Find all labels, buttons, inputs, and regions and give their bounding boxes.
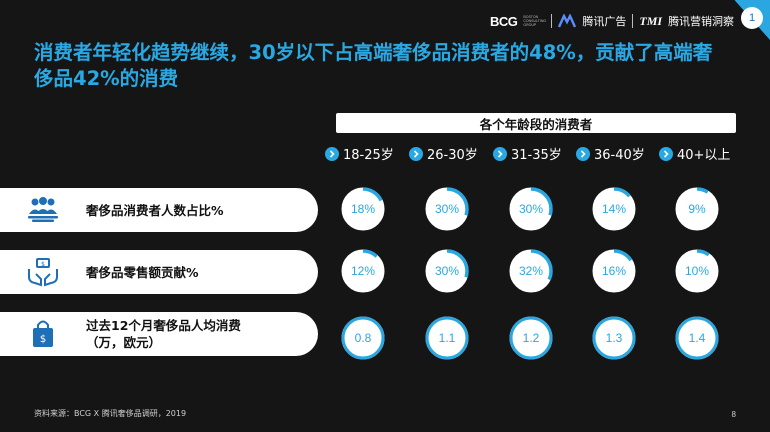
brand-bar: BCG BOSTON CONSULTING GROUP 腾讯广告 TMI 腾讯营… <box>490 10 734 32</box>
ring-value-label: 30% <box>434 202 460 216</box>
bcg-logo-subtext: BOSTON CONSULTING GROUP <box>523 15 547 27</box>
ring-value-label: 30% <box>434 264 460 278</box>
ring-arc <box>592 249 636 293</box>
tmi-logo: TMI <box>639 13 663 28</box>
row-label-text: 奢侈品零售额贡献% <box>86 264 199 280</box>
age-header: 40+以上 <box>659 144 730 163</box>
ring-value-label: 1.2 <box>522 331 540 345</box>
row-label-text: 奢侈品消费者人数占比% <box>86 202 224 218</box>
value-ring: 10% <box>673 247 721 295</box>
ring-arc <box>675 249 719 293</box>
shopping-bag-icon: $ <box>0 312 86 356</box>
tmi-label: 腾讯营销洞察 <box>668 15 735 28</box>
ring-value-label: 12% <box>350 264 376 278</box>
ring-arc <box>675 316 719 360</box>
chevron-right-icon <box>325 146 339 161</box>
value-ring: 1.1 <box>423 314 471 362</box>
value-ring: 18% <box>339 185 387 233</box>
page-badge: 1 <box>741 7 763 29</box>
svg-text:$: $ <box>41 261 45 268</box>
ring-value-label: 1.4 <box>688 331 706 345</box>
ring-arc <box>341 187 385 231</box>
ring-value-label: 30% <box>518 202 544 216</box>
page-number: 8 <box>731 410 736 419</box>
value-ring: 0.8 <box>339 314 387 362</box>
chevron-right-icon <box>493 146 507 161</box>
ring-arc <box>425 316 469 360</box>
ring-value-label: 1.3 <box>605 331 623 345</box>
ring-arc <box>509 316 553 360</box>
source-note: 资料来源：BCG X 腾讯奢侈品调研，2019 <box>34 409 187 418</box>
age-header: 26-30岁 <box>409 144 478 163</box>
ring-value-label: 1.1 <box>438 331 456 345</box>
age-label: 31-35岁 <box>511 148 562 163</box>
ring-value-label: 16% <box>601 264 627 278</box>
svg-text:$: $ <box>40 334 46 345</box>
value-ring: 9% <box>673 185 721 233</box>
age-label: 18-25岁 <box>343 148 394 163</box>
ring-value-label: 14% <box>601 202 627 216</box>
chevron-right-icon <box>659 146 673 161</box>
value-ring: 30% <box>507 185 555 233</box>
age-header: 36-40岁 <box>576 144 645 163</box>
value-ring: 1.4 <box>673 314 721 362</box>
page-title: 消费者年轻化趋势继续，30岁以下占高端奢侈品消费者的48%，贡献了高端奢侈品42… <box>34 41 713 90</box>
people-group-icon <box>0 188 86 232</box>
age-label: 26-30岁 <box>427 148 478 163</box>
age-label: 40+以上 <box>677 148 731 163</box>
ring-arc <box>341 316 385 360</box>
ring-arc <box>425 187 469 231</box>
ring-arc <box>509 187 553 231</box>
divider <box>551 14 553 28</box>
row-label-text: 过去12个月奢侈品人均消费 （万，欧元） <box>86 317 241 351</box>
row-label-consumer-share: 奢侈品消费者人数占比% <box>0 188 318 232</box>
value-ring: 1.3 <box>590 314 638 362</box>
value-ring: 30% <box>423 185 471 233</box>
row-label-retail-contribution: $ 奢侈品零售额贡献% <box>0 250 318 294</box>
chevron-right-icon <box>409 146 423 161</box>
row-label-line: 过去12个月奢侈品人均消费 <box>86 318 241 333</box>
ring-value-label: 10% <box>684 264 710 278</box>
ring-arc <box>592 316 636 360</box>
age-header: 18-25岁 <box>325 144 394 163</box>
ring-value-label: 9% <box>688 202 706 216</box>
age-label: 36-40岁 <box>594 148 645 163</box>
ring-arc <box>675 187 719 231</box>
bcg-logo: BCG <box>490 13 518 29</box>
ring-value-label: 18% <box>350 202 376 216</box>
money-hands-icon: $ <box>0 250 86 294</box>
value-ring: 16% <box>590 247 638 295</box>
ring-arc <box>592 187 636 231</box>
value-ring: 12% <box>339 247 387 295</box>
ring-arc <box>341 249 385 293</box>
ring-arc <box>425 249 469 293</box>
value-ring: 30% <box>423 247 471 295</box>
divider <box>632 14 634 28</box>
ring-value-label: 32% <box>518 264 544 278</box>
value-ring: 14% <box>590 185 638 233</box>
value-ring: 32% <box>507 247 555 295</box>
tencent-ads-label: 腾讯广告 <box>582 15 627 28</box>
row-label-line: （万，欧元） <box>86 335 162 350</box>
ring-value-label: 0.8 <box>354 331 372 345</box>
value-ring: 1.2 <box>507 314 555 362</box>
tencent-ads-icon <box>558 14 577 28</box>
chevron-right-icon <box>576 146 590 161</box>
segment-header: 各个年龄段的消费者 <box>336 113 736 133</box>
row-label-avg-spend: $ 过去12个月奢侈品人均消费 （万，欧元） <box>0 312 318 356</box>
age-header: 31-35岁 <box>493 144 562 163</box>
ring-arc <box>509 249 553 293</box>
